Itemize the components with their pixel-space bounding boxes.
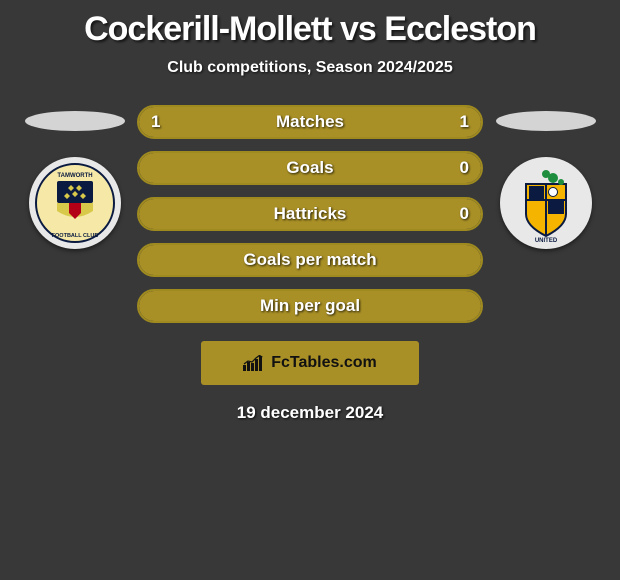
- brand-box[interactable]: FcTables.com: [201, 341, 419, 385]
- bar-value-right: 0: [460, 158, 469, 178]
- right-crest[interactable]: UNITED: [500, 157, 592, 249]
- bar-label: Goals: [139, 158, 481, 178]
- left-crest[interactable]: TAMWORTH FOOTBALL CLUB: [29, 157, 121, 249]
- stat-bar: Min per goal: [137, 289, 483, 323]
- bar-value-left: 1: [151, 112, 160, 132]
- sutton-crest-icon: UNITED: [503, 160, 589, 246]
- right-column: UNITED: [493, 105, 598, 249]
- bar-label: Hattricks: [139, 204, 481, 224]
- right-ellipse: [496, 111, 596, 131]
- svg-text:FOOTBALL CLUB: FOOTBALL CLUB: [51, 233, 98, 239]
- stat-bar: Goals per match: [137, 243, 483, 277]
- svg-text:TAMWORTH: TAMWORTH: [57, 173, 92, 179]
- brand-label: FcTables.com: [271, 354, 377, 372]
- stat-bar: Hattricks0: [137, 197, 483, 231]
- left-ellipse: [25, 111, 125, 131]
- bar-label: Goals per match: [139, 250, 481, 270]
- subtitle: Club competitions, Season 2024/2025: [0, 59, 620, 77]
- bar-value-right: 0: [460, 204, 469, 224]
- chart-icon: [243, 355, 265, 371]
- comparison-card: Cockerill-Mollett vs Eccleston Club comp…: [0, 0, 620, 423]
- stat-bar: Goals0: [137, 151, 483, 185]
- page-title: Cockerill-Mollett vs Eccleston: [0, 10, 620, 49]
- stat-bar: Matches1 1: [137, 105, 483, 139]
- svg-text:UNITED: UNITED: [534, 238, 557, 244]
- main-row: TAMWORTH FOOTBALL CLUB Matches11Goals0Ha…: [0, 105, 620, 323]
- bar-label: Matches: [139, 112, 481, 132]
- bar-label: Min per goal: [139, 296, 481, 316]
- tamworth-crest-icon: TAMWORTH FOOTBALL CLUB: [35, 163, 115, 243]
- date-line: 19 december 2024: [0, 403, 620, 423]
- bar-value-right: 1: [460, 112, 469, 132]
- left-column: TAMWORTH FOOTBALL CLUB: [22, 105, 127, 249]
- stat-bars: Matches11Goals0Hattricks0Goals per match…: [137, 105, 483, 323]
